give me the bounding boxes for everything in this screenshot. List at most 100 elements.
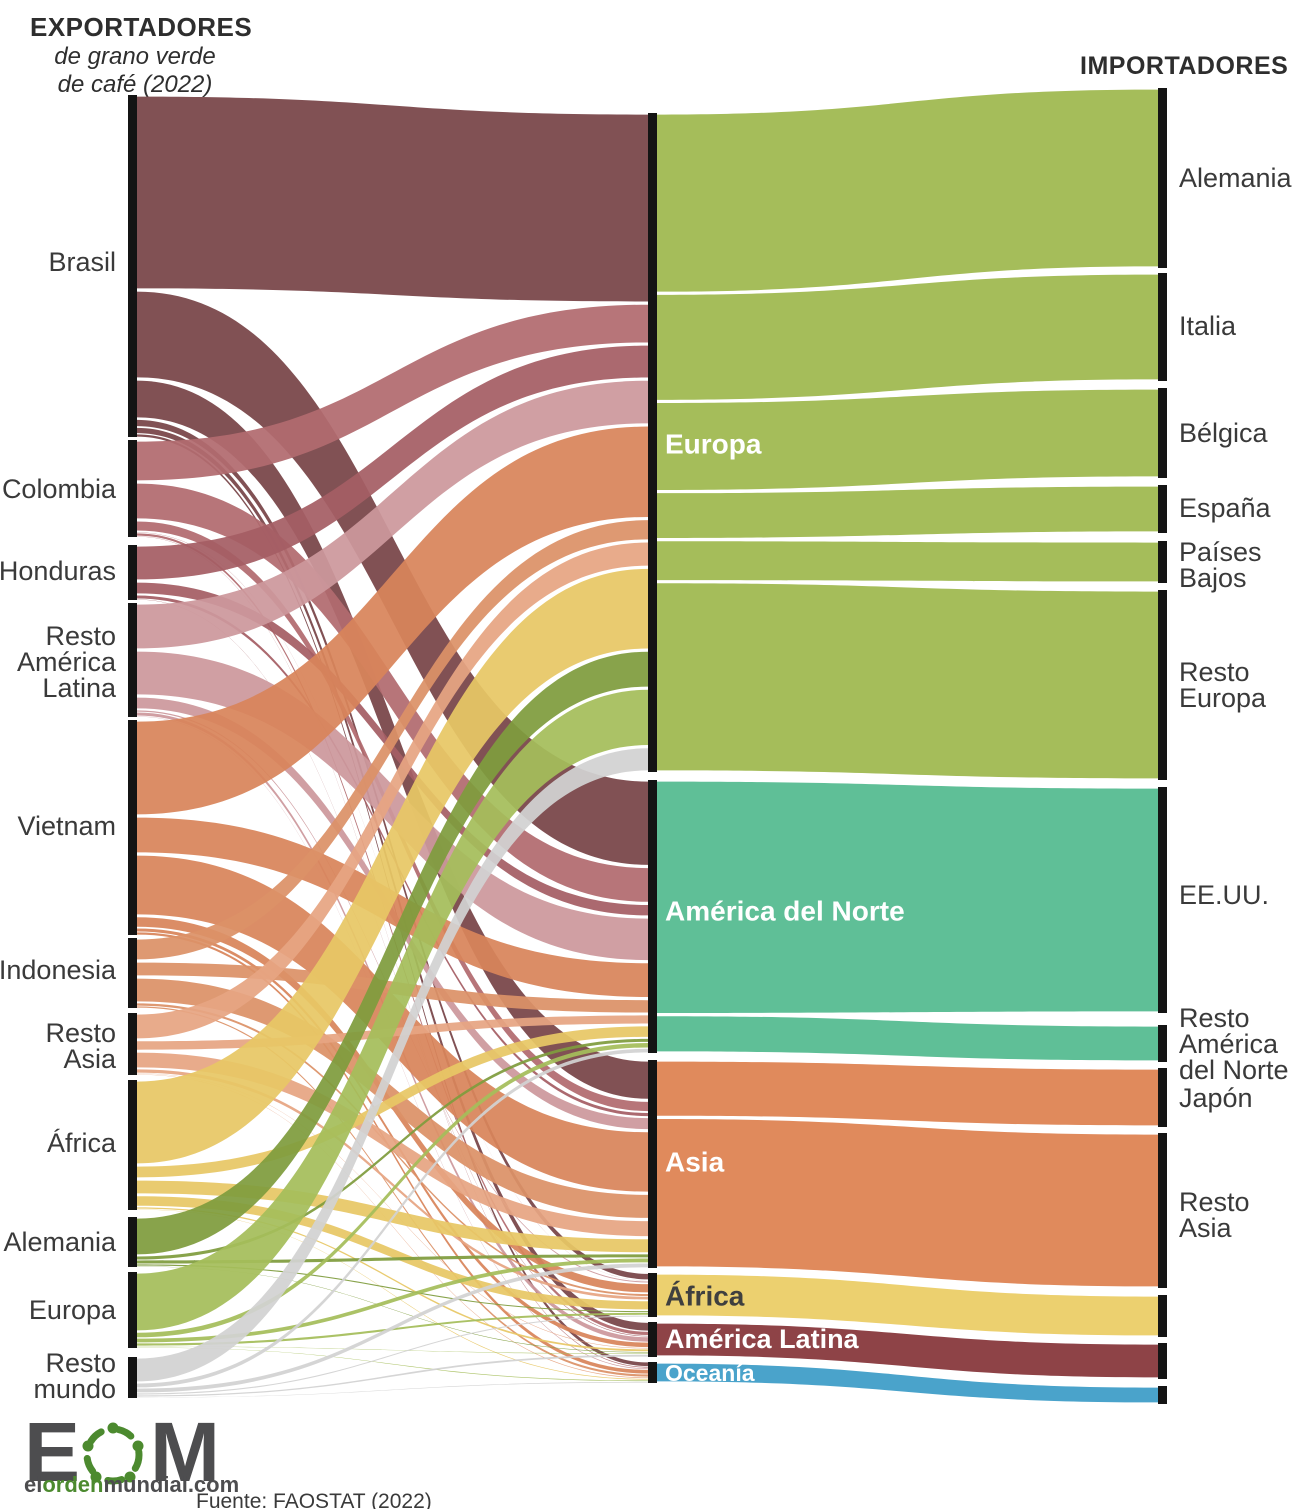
- flow-r_oceania-i_oceania: [657, 1363, 1158, 1403]
- logo-dashed-circle-icon: [82, 1422, 144, 1485]
- node-r_oceania: [648, 1362, 657, 1383]
- flow-honduras-r_europa: [137, 345, 648, 580]
- node-r_america_latina: [648, 1322, 657, 1357]
- flow-africa-r_europa: [137, 568, 648, 1164]
- flow-vietnam-r_america_norte: [137, 817, 648, 997]
- label-exporter-honduras: Honduras: [0, 556, 116, 586]
- label-exporter-africa: África: [47, 1128, 117, 1158]
- label-exporter-vietnam: Vietnam: [17, 811, 116, 841]
- label-region-r_europa: Europa: [665, 429, 762, 460]
- flow-europa-r_europa: [137, 689, 648, 1331]
- brand-el: el: [24, 1472, 43, 1497]
- node-alemania: [128, 1217, 137, 1267]
- label-importer-i_japon: Japón: [1179, 1083, 1253, 1113]
- node-i_america_latina: [1158, 1343, 1167, 1379]
- flow-colombia-r_europa: [137, 304, 648, 481]
- flow-r_america_latina-i_america_latina: [657, 1323, 1158, 1378]
- flow-r_europa-i_paises_bajos: [657, 541, 1158, 582]
- flow-indonesia-r_europa: [137, 520, 648, 960]
- title-importadores: IMPORTADORES: [1080, 52, 1289, 80]
- brand-orden: orden: [42, 1472, 104, 1497]
- node-colombia: [128, 440, 137, 537]
- flow-r_europa-i_belgica: [657, 389, 1158, 490]
- flow-r_america_norte-i_eeuu: [657, 781, 1158, 1013]
- flow-resto_asia-r_africa: [137, 1069, 648, 1300]
- label-importer-i_belgica: Bélgica: [1179, 418, 1269, 448]
- flow-r_asia-i_resto_asia: [657, 1118, 1158, 1287]
- node-i_paises_bajos: [1158, 541, 1167, 583]
- chart-title: EXPORTADORES de grano verde de café (202…: [30, 12, 253, 97]
- logo-letter-e: E: [24, 1405, 80, 1500]
- node-labels: Brasil Colombia Honduras Resto América Latina…: [0, 163, 1293, 1404]
- label-importer-i_italia: Italia: [1179, 311, 1237, 341]
- flow-africa-r_africa: [137, 1196, 648, 1310]
- flow-vietnam-r_oceania: [137, 932, 648, 1374]
- label-importer-i_espana: España: [1179, 493, 1272, 523]
- title-exportadores: EXPORTADORES: [30, 12, 253, 42]
- footer: E M elordenmundial.com Fuente: FAOSTAT (…: [24, 1405, 1024, 1509]
- flow-alemania-r_america_latina: [137, 1266, 648, 1353]
- node-resto_america_latina: [128, 603, 137, 717]
- brand-mundial: mundial.com: [103, 1472, 240, 1497]
- flow-brasil-r_europa: [137, 96, 648, 302]
- logo-letter-m: M: [150, 1405, 220, 1500]
- label-importer-i_eeuu: EE.UU.: [1179, 880, 1269, 910]
- flow-vietnam-r_europa: [137, 426, 648, 815]
- flow-alemania-r_europa: [137, 651, 648, 1255]
- flow-europa-r_america_latina: [137, 1346, 648, 1354]
- node-r_africa: [648, 1273, 657, 1317]
- flow-alemania-r_africa: [137, 1264, 648, 1313]
- flow-r_africa-i_africa: [657, 1274, 1158, 1336]
- node-i_resto_america_norte: [1158, 1025, 1167, 1062]
- label-importer-i_resto_asia: Resto Asia: [1179, 1187, 1250, 1243]
- flow-r_america_norte-i_resto_america_norte: [657, 1016, 1158, 1061]
- node-indonesia: [128, 938, 137, 1008]
- flow-europa-r_asia: [137, 1258, 648, 1343]
- flow-europa-r_oceania: [137, 1347, 648, 1382]
- flow-resto_mundo-r_oceania: [137, 1381, 648, 1398]
- node-honduras: [128, 545, 137, 600]
- node-i_espana: [1158, 485, 1167, 533]
- label-exporter-alemania: Alemania: [3, 1227, 117, 1257]
- flows-exporters-to-regions: [137, 96, 648, 1398]
- flow-resto_mundo-r_america_norte: [137, 1048, 648, 1388]
- flow-resto_mundo-r_asia: [137, 1263, 648, 1393]
- flow-r_europa-i_italia: [657, 274, 1158, 400]
- node-i_belgica: [1158, 388, 1167, 478]
- node-resto_mundo: [128, 1357, 137, 1398]
- label-region-r_america_norte: América del Norte: [665, 896, 905, 927]
- title-subtitle-line1: de grano verde: [54, 43, 216, 71]
- label-region-r_asia: Asia: [665, 1147, 725, 1178]
- label-exporter-resto_america_latina: Resto América Latina: [17, 621, 117, 703]
- node-i_resto_asia: [1158, 1133, 1167, 1288]
- label-region-r_africa: África: [665, 1281, 745, 1312]
- flow-colombia-r_america_norte: [137, 483, 648, 902]
- flow-resto_america_latina-r_europa: [137, 380, 648, 649]
- eom-logo: E M: [24, 1405, 1024, 1500]
- flow-resto_america_latina-r_america_norte: [137, 651, 648, 961]
- label-importer-i_paises_bajos: Países Bajos: [1179, 537, 1262, 593]
- flow-r_europa-i_espana: [657, 486, 1158, 539]
- node-i_eeuu: [1158, 787, 1167, 1013]
- brand-url: elordenmundial.com: [24, 1474, 1024, 1496]
- node-r_europa: [648, 113, 657, 772]
- label-importer-i_alemania: Alemania: [1179, 163, 1293, 193]
- flow-resto_mundo-r_africa: [137, 1315, 648, 1395]
- flow-resto_asia-r_europa: [137, 542, 648, 1039]
- node-i_alemania: [1158, 88, 1167, 268]
- flow-r_europa-i_resto_europa: [657, 583, 1158, 779]
- label-region-r_america_latina: América Latina: [665, 1324, 860, 1354]
- node-vietnam: [128, 720, 137, 935]
- label-exporter-resto_asia: Resto Asia: [45, 1018, 117, 1074]
- node-bars: [128, 88, 1167, 1404]
- node-i_oceania: [1158, 1386, 1167, 1404]
- flow-resto_mundo-r_europa: [137, 748, 648, 1382]
- flow-alemania-r_america_norte: [137, 1038, 648, 1260]
- node-africa: [128, 1080, 137, 1210]
- flow-resto_asia-r_asia: [137, 1052, 648, 1237]
- label-exporter-indonesia: Indonesia: [0, 955, 117, 985]
- flow-r_europa-i_alemania: [657, 89, 1158, 292]
- label-importer-i_resto_america_norte: Resto América del Norte: [1179, 1003, 1289, 1085]
- label-exporter-resto_mundo: Resto mundo: [33, 1348, 116, 1404]
